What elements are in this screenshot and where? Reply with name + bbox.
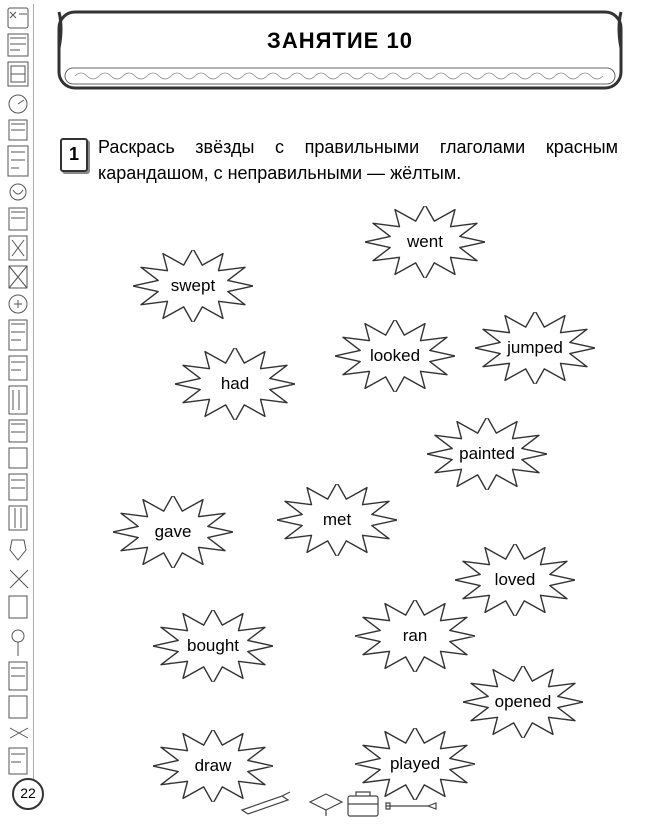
star-had: had xyxy=(175,348,295,420)
strip-doodles xyxy=(5,4,33,790)
star-label: opened xyxy=(463,666,583,738)
worksheet-page: ЗАНЯТИЕ 10 1 Раскрась звёзды с правильны… xyxy=(0,0,648,834)
star-label: went xyxy=(365,206,485,278)
star-ran: ran xyxy=(355,600,475,672)
star-jumped: jumped xyxy=(475,312,595,384)
star-label: had xyxy=(175,348,295,420)
task-number-box: 1 xyxy=(60,138,88,172)
star-label: jumped xyxy=(475,312,595,384)
page-title: ЗАНЯТИЕ 10 xyxy=(55,28,625,54)
star-bought: bought xyxy=(153,610,273,682)
star-gave: gave xyxy=(113,496,233,568)
title-frame: ЗАНЯТИЕ 10 xyxy=(55,8,625,96)
star-looked: looked xyxy=(335,320,455,392)
left-icon-strip xyxy=(5,4,34,790)
task-instruction: Раскрась звёзды с правильными глаголами … xyxy=(98,134,618,186)
star-went: went xyxy=(365,206,485,278)
star-label: swept xyxy=(133,250,253,322)
star-label: painted xyxy=(427,418,547,490)
star-label: gave xyxy=(113,496,233,568)
footer-decoration xyxy=(240,782,440,822)
star-painted: painted xyxy=(427,418,547,490)
star-label: bought xyxy=(153,610,273,682)
star-label: looked xyxy=(335,320,455,392)
stars-area: wentsweptlookedjumpedhadpaintedgavemetlo… xyxy=(55,200,635,780)
star-opened: opened xyxy=(463,666,583,738)
star-met: met xyxy=(277,484,397,556)
star-label: ran xyxy=(355,600,475,672)
star-label: met xyxy=(277,484,397,556)
page-number: 22 xyxy=(12,778,44,810)
star-swept: swept xyxy=(133,250,253,322)
